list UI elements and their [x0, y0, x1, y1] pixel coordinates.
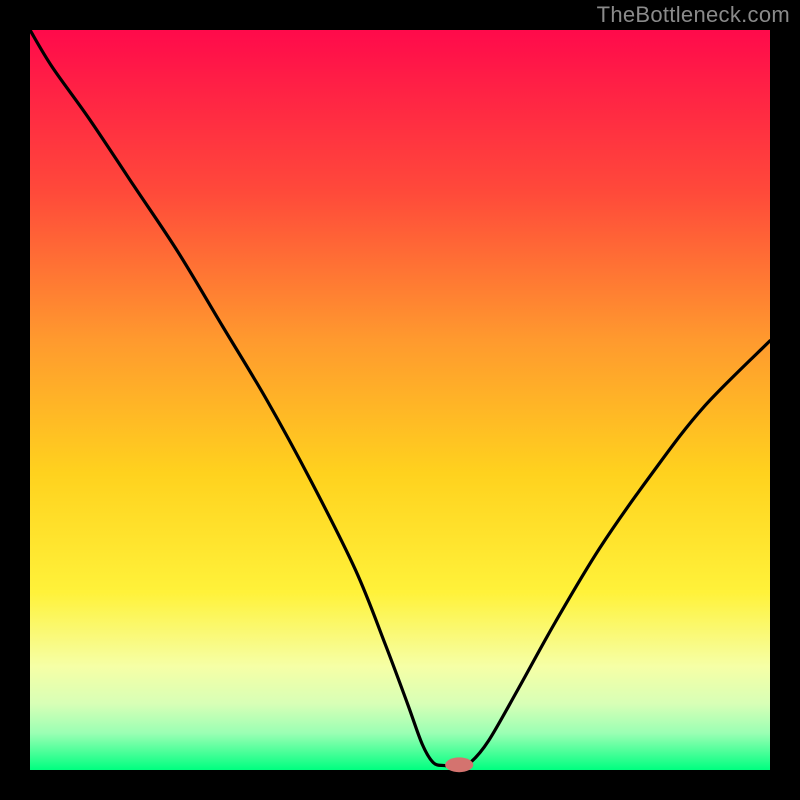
optimum-marker — [445, 757, 473, 772]
chart-stage: TheBottleneck.com — [0, 0, 800, 800]
bottleneck-chart — [0, 0, 800, 800]
plot-background — [30, 30, 770, 770]
